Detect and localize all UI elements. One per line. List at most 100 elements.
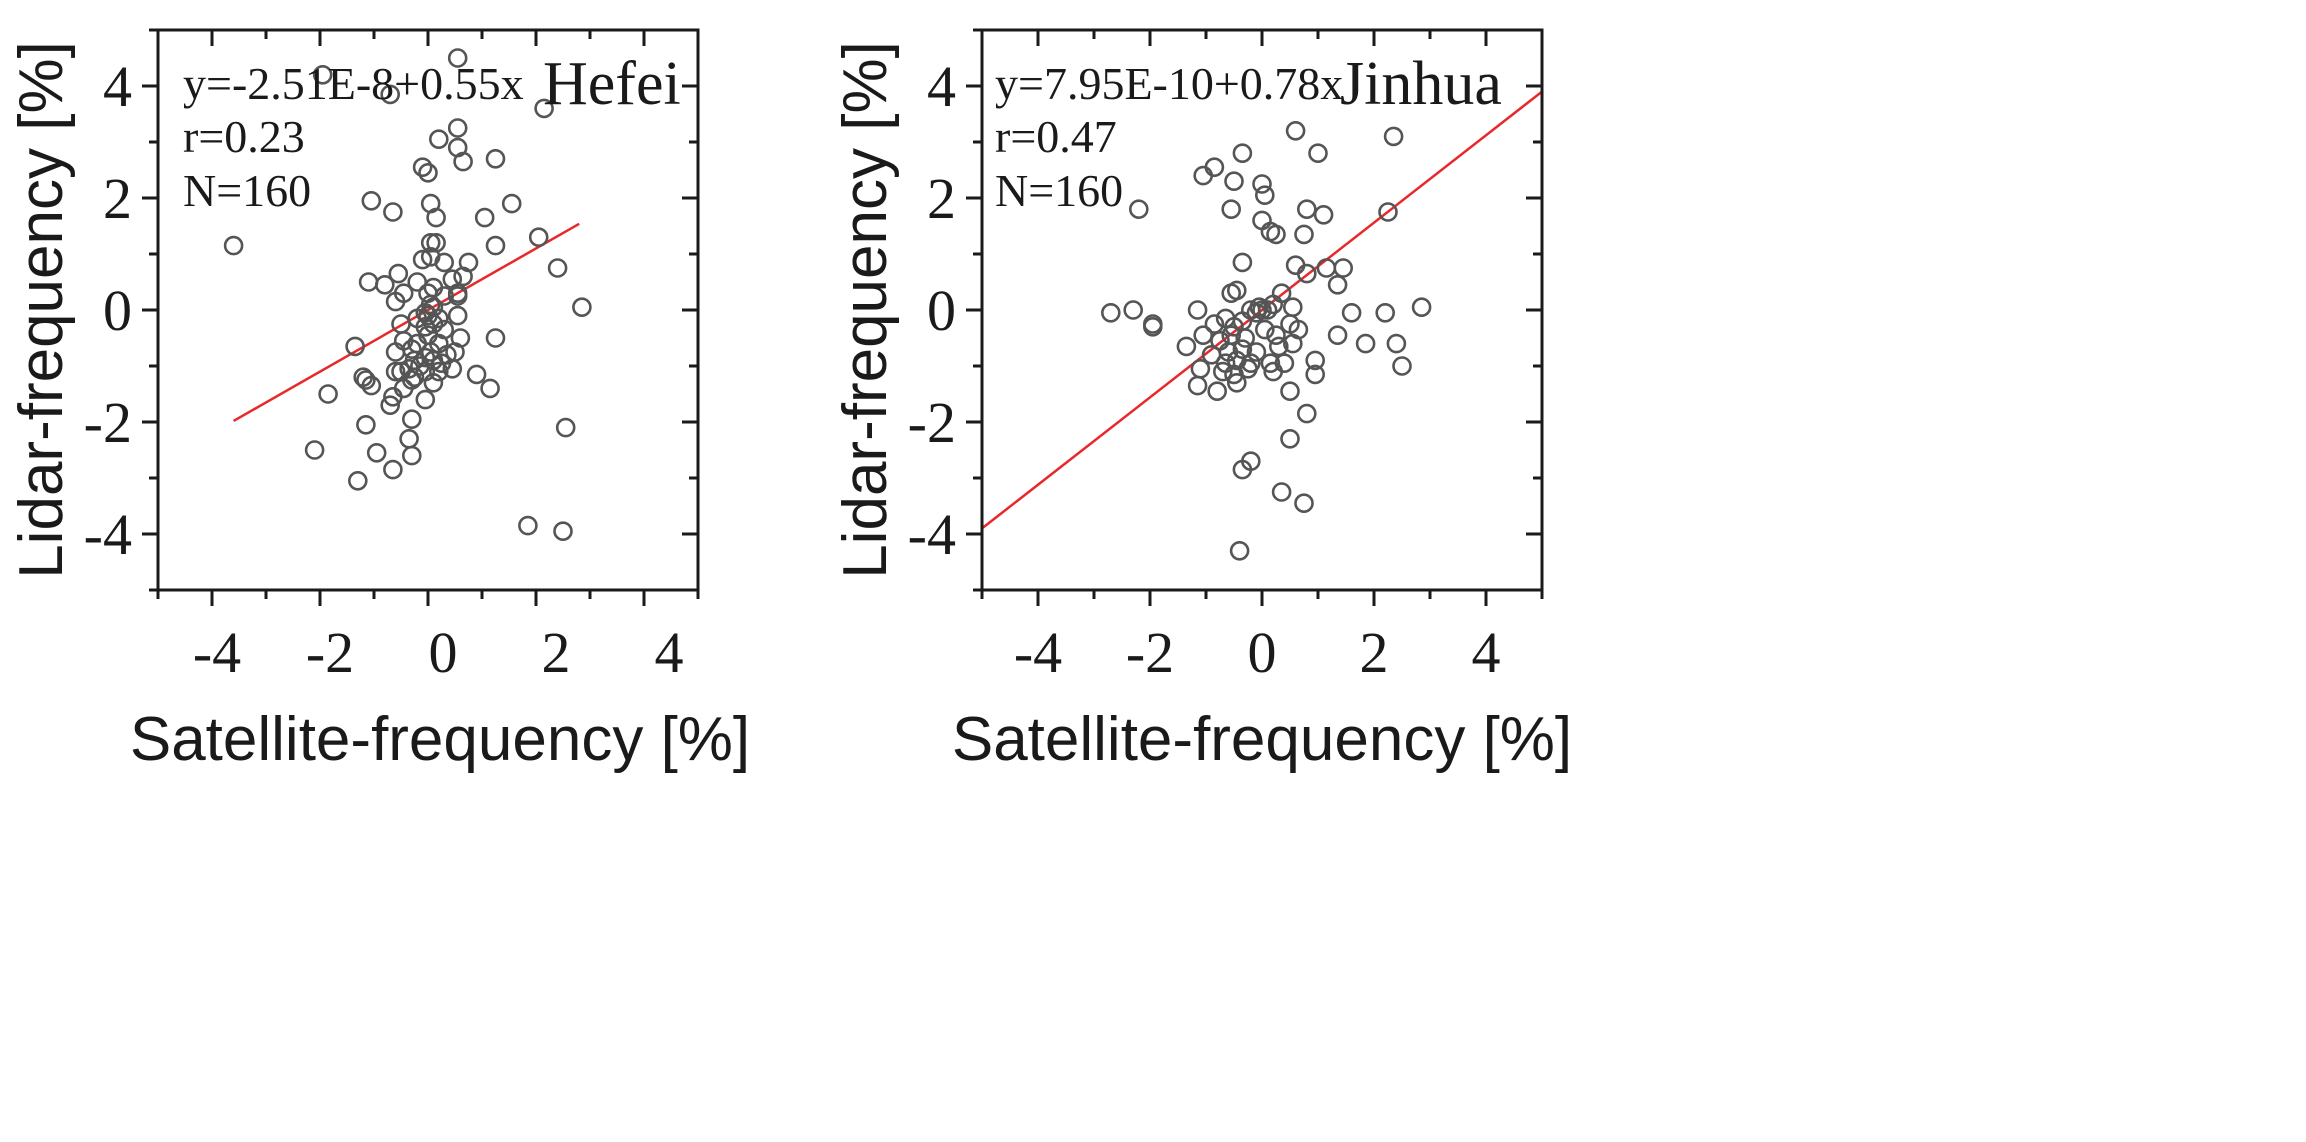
hefei-data-point <box>401 409 422 430</box>
jinhua-data-point <box>1238 358 1258 379</box>
hefei-data-point <box>447 283 468 304</box>
hefei-data-point <box>383 386 403 407</box>
hefei-data-point <box>383 202 403 222</box>
hefei-data-point <box>534 98 554 119</box>
jinhua-data-point <box>1263 294 1283 315</box>
jinhua-data-point <box>1176 336 1197 357</box>
hefei-site-label: Hefei <box>543 50 681 118</box>
jinhua-data-point <box>1232 143 1253 163</box>
jinhua-data-point <box>1294 224 1314 245</box>
jinhua-data-point <box>1327 274 1348 295</box>
jinhua-data-point <box>1285 255 1306 276</box>
hefei-data-point <box>304 440 325 460</box>
hefei-data-point <box>453 266 473 287</box>
jinhua-data-point <box>1269 336 1289 357</box>
jinhua-data-point <box>1123 300 1143 320</box>
jinhua-data-point <box>1193 165 1213 186</box>
hefei-x-tick-label: 2 <box>542 620 571 685</box>
jinhua-data-point <box>1255 319 1275 340</box>
jinhua-y-tick-label: -4 <box>908 502 956 567</box>
hefei-data-point <box>428 361 449 382</box>
hefei-data-point <box>485 149 506 169</box>
hefei-data-point <box>485 235 506 256</box>
hefei-data-point <box>399 428 419 449</box>
hefei-data-point <box>361 191 382 211</box>
hefei-data-point <box>572 297 592 318</box>
hefei-data-point <box>358 272 379 292</box>
jinhua-data-point <box>1204 314 1225 334</box>
jinhua-x-tick-label: 4 <box>1472 620 1501 685</box>
hefei-data-point <box>547 258 568 278</box>
jinhua-y-tick-label: -2 <box>908 390 956 455</box>
jinhua-data-point <box>1229 540 1250 561</box>
jinhua-data-point <box>1252 174 1272 194</box>
jinhua-data-point <box>1246 342 1267 362</box>
hefei-data-point <box>447 305 468 326</box>
jinhua-data-point <box>1187 300 1208 320</box>
jinhua-data-point <box>1260 353 1281 374</box>
jinhua-data-point <box>1232 252 1253 273</box>
jinhua-points <box>1101 121 1432 561</box>
hefei-data-point <box>388 263 409 284</box>
hefei-data-point <box>404 367 425 388</box>
jinhua-data-point <box>1280 381 1300 402</box>
hefei-data-point <box>383 459 403 480</box>
jinhua-data-point <box>1305 350 1325 371</box>
hefei-data-point <box>415 316 436 337</box>
jinhua-data-point <box>1193 325 1213 346</box>
hefei-data-point <box>345 336 365 357</box>
jinhua-data-point <box>1271 482 1292 502</box>
jinhua-data-point <box>1263 361 1283 382</box>
hefei-data-point <box>442 358 463 379</box>
hefei-y-tick-label: -4 <box>84 502 132 567</box>
jinhua-data-point <box>1285 121 1306 141</box>
hefei-data-point <box>447 48 468 68</box>
jinhua-data-point <box>1297 403 1317 424</box>
jinhua-data-point <box>1383 126 1404 147</box>
jinhua-data-point <box>1333 258 1353 278</box>
hefei-x-tick-label: -2 <box>306 620 354 685</box>
jinhua-data-point <box>1101 302 1121 323</box>
hefei-fit-line-layer <box>232 222 580 422</box>
hefei-data-point <box>474 207 495 228</box>
hefei-data-point <box>423 314 444 334</box>
hefei-n-count: N=160 <box>183 165 311 216</box>
hefei-y-tick-label: -2 <box>84 390 132 455</box>
hefei-data-point <box>366 442 387 463</box>
hefei-data-point <box>412 157 433 177</box>
jinhua-data-point <box>1252 210 1272 231</box>
jinhua-data-point <box>1232 339 1253 360</box>
hefei-data-point <box>412 249 433 270</box>
jinhua-data-point <box>1355 333 1376 354</box>
jinhua-data-point <box>1305 364 1325 385</box>
hefei-data-point <box>356 414 376 435</box>
jinhua-data-point <box>1213 361 1233 382</box>
jinhua-r-value: r=0.47 <box>995 111 1117 162</box>
jinhua-data-point <box>1266 325 1286 346</box>
jinhua-data-point <box>1297 199 1317 219</box>
hefei-data-point <box>501 193 522 214</box>
chart-jinhua: -4 -2 0 2 4 4 2 0 -2 -4 Satellite-freque… <box>831 28 1572 774</box>
jinhua-data-point <box>1327 325 1348 346</box>
hefei-data-point <box>318 384 338 404</box>
hefei-data-point <box>420 233 441 253</box>
hefei-x-tick-label: 0 <box>429 620 458 685</box>
jinhua-data-point <box>1341 302 1362 323</box>
hefei-y-tick-label: 2 <box>103 166 132 231</box>
jinhua-data-point <box>1375 302 1395 323</box>
hefei-data-point <box>312 65 333 85</box>
jinhua-data-point <box>1207 381 1227 402</box>
jinhua-data-point <box>1283 333 1303 354</box>
hefei-data-point <box>434 252 455 273</box>
hefei-data-point <box>361 375 382 396</box>
hefei-data-point <box>466 364 487 385</box>
jinhua-data-point <box>1143 316 1163 337</box>
jinhua-data-point <box>1255 185 1275 205</box>
hefei-x-axis-label: Satellite-frequency [%] <box>130 705 750 774</box>
hefei-equation: y=-2.51E-8+0.55x <box>183 58 524 109</box>
jinhua-data-point <box>1280 428 1300 449</box>
jinhua-y-tick-label: 0 <box>927 278 956 343</box>
hefei-x-tick-label: -4 <box>193 620 241 685</box>
hefei-data-point <box>380 84 401 105</box>
jinhua-data-point <box>1378 202 1398 222</box>
